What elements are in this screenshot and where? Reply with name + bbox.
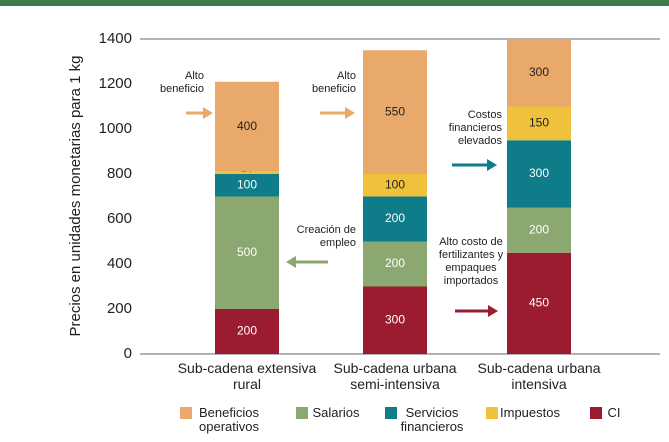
annotation: Alto costo de fertilizantes y empaques i… xyxy=(438,236,504,287)
bar-segment xyxy=(363,50,427,174)
arrow-head xyxy=(203,107,213,119)
data-label: 300 xyxy=(529,166,549,180)
data-label: 200 xyxy=(385,211,405,225)
legend-label: Servicios financieros xyxy=(400,405,464,434)
bar-segment xyxy=(507,252,571,354)
y-tick-label: 0 xyxy=(124,345,132,362)
x-tick-label: Sub-cadena urbana intensiva xyxy=(477,360,601,392)
data-label: 450 xyxy=(529,296,549,310)
legend-swatch xyxy=(385,407,397,419)
bar-segment xyxy=(215,196,279,309)
bar-segment xyxy=(215,171,279,174)
bar-segment xyxy=(363,286,427,354)
data-label: 300 xyxy=(385,312,405,326)
y-tick-label: 1200 xyxy=(99,75,132,92)
data-label: 100 xyxy=(385,177,405,191)
legend-swatch xyxy=(590,407,602,419)
annotation-arrows xyxy=(186,107,498,317)
legend-swatch xyxy=(486,407,498,419)
data-label: 400 xyxy=(237,119,257,133)
data-label: 200 xyxy=(237,324,257,338)
data-label: 200 xyxy=(529,222,549,236)
bar-segment xyxy=(363,196,427,242)
annotation: Alto beneficio xyxy=(159,70,204,95)
bar-segment xyxy=(507,106,571,141)
data-label: 550 xyxy=(385,104,405,118)
legend-label: Salarios xyxy=(312,405,360,420)
x-tick-label: Sub-cadena extensiva rural xyxy=(177,360,317,392)
legend-label: Beneficios operativos xyxy=(199,405,259,434)
arrow-head xyxy=(488,305,498,317)
bar-segment xyxy=(507,140,571,208)
data-label: 300 xyxy=(529,65,549,79)
bar-segment xyxy=(215,81,279,172)
bar-segment xyxy=(215,174,279,197)
y-tick-label: 200 xyxy=(107,300,132,317)
legend-label: Impuestos xyxy=(500,405,560,420)
data-label: 100 xyxy=(237,177,257,191)
arrow-head xyxy=(345,107,355,119)
legend-label: CI xyxy=(607,405,621,420)
y-tick-label: 1000 xyxy=(99,120,132,137)
y-tick-label: 400 xyxy=(107,255,132,272)
y-tick-label: 1400 xyxy=(99,30,132,47)
bar-segment xyxy=(507,207,571,253)
annotation: Costos financieros elevados xyxy=(448,109,502,147)
legend-swatch xyxy=(180,407,192,419)
y-tick-label: 800 xyxy=(107,165,132,182)
bar-segment xyxy=(363,174,427,197)
header-strip xyxy=(0,0,669,6)
x-tick-label: Sub-cadena urbana semi-intensiva xyxy=(333,360,457,392)
data-label: 500 xyxy=(237,245,257,259)
data-label: 200 xyxy=(385,256,405,270)
data-label: 150 xyxy=(529,116,549,130)
arrow-head xyxy=(286,256,296,268)
bar-segment xyxy=(215,309,279,354)
annotation: Alto beneficio xyxy=(311,70,356,95)
y-axis-label: Precios en unidades monetarias para 1 kg xyxy=(67,55,84,336)
legend-swatch xyxy=(296,407,308,419)
annotation: Creación de empleo xyxy=(296,224,356,249)
y-tick-label: 600 xyxy=(107,210,132,227)
arrow-head xyxy=(487,159,497,171)
bar-segment xyxy=(507,39,571,107)
bar-segment xyxy=(363,241,427,287)
